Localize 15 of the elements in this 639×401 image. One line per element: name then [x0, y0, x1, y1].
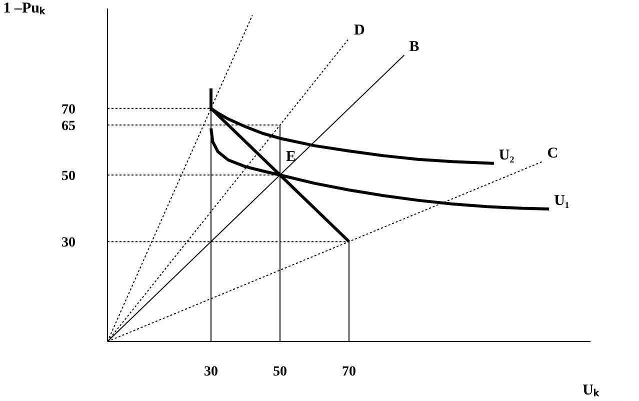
y-tick-label: 65 — [62, 119, 76, 134]
x-tick-label: 50 — [273, 364, 287, 380]
series-label: U₁ — [554, 192, 570, 209]
annotation: E — [286, 149, 296, 165]
y-axis-title: 1 –Puₖ — [3, 0, 46, 16]
series-label: B — [409, 39, 420, 56]
y-tick-label: 30 — [62, 236, 76, 251]
y-tick-label: 50 — [62, 169, 76, 184]
series-label: U₂ — [498, 147, 515, 164]
x-tick-label: 70 — [342, 364, 356, 380]
x-axis-title: Uₖ — [582, 382, 600, 398]
series-label: C — [547, 146, 558, 162]
series-label: D — [354, 22, 365, 38]
y-tick-label: 70 — [62, 102, 76, 118]
x-tick-label: 30 — [204, 364, 218, 380]
